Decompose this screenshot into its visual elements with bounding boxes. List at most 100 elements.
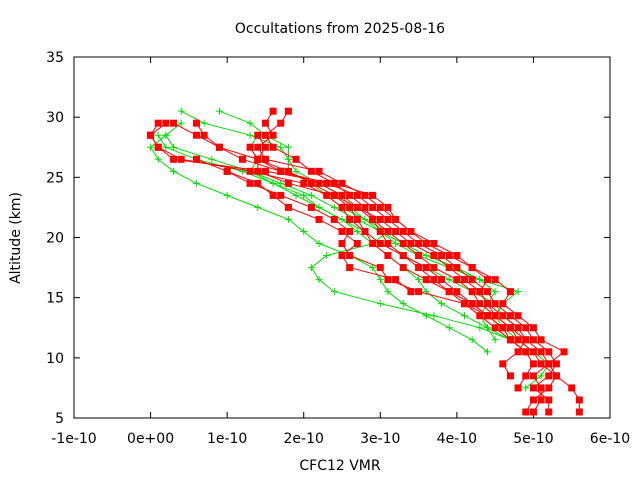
data-point-plus: [330, 203, 338, 211]
data-point-square: [545, 360, 553, 368]
data-point-square: [261, 119, 269, 127]
series-red-7: [254, 131, 530, 356]
data-point-square: [529, 408, 537, 416]
data-point-square: [560, 348, 568, 356]
data-point-square: [338, 203, 346, 211]
data-point-plus: [246, 131, 254, 139]
x-tick-label: 6e-10: [590, 431, 630, 447]
plot-frame: [73, 56, 611, 419]
data-point-plus: [315, 276, 323, 284]
data-point-plus: [445, 324, 453, 332]
data-point-square: [376, 227, 384, 235]
data-point-plus: [193, 179, 201, 187]
data-point-square: [422, 240, 430, 248]
data-point-square: [238, 155, 246, 163]
data-point-square: [483, 288, 491, 296]
data-point-plus: [392, 240, 400, 248]
data-point-plus: [284, 215, 292, 223]
data-point-plus: [277, 143, 285, 151]
data-point-square: [269, 107, 277, 115]
data-point-square: [422, 276, 430, 284]
data-point-square: [468, 288, 476, 296]
data-point-square: [338, 240, 346, 248]
x-tick-label: 2e-10: [284, 431, 324, 447]
data-point-square: [529, 360, 537, 368]
data-point-square: [338, 227, 346, 235]
series-green-5: [147, 131, 491, 356]
data-point-square: [476, 288, 484, 296]
y-tick-label: 15: [46, 291, 64, 307]
data-point-square: [575, 396, 583, 404]
series-line: [257, 134, 527, 353]
data-point-plus: [422, 252, 430, 260]
data-point-square: [392, 227, 400, 235]
data-point-square: [292, 155, 300, 163]
data-point-plus: [483, 324, 491, 332]
data-point-square: [491, 312, 499, 320]
data-point-plus: [177, 107, 185, 115]
data-point-plus: [438, 300, 446, 308]
data-point-square: [353, 203, 361, 211]
data-point-square: [330, 215, 338, 223]
data-point-square: [261, 131, 269, 139]
data-point-square: [499, 360, 507, 368]
data-point-plus: [254, 203, 262, 211]
data-point-plus: [415, 276, 423, 284]
series-green-1: [177, 107, 514, 344]
data-point-square: [246, 143, 254, 151]
data-point-square: [269, 143, 277, 151]
data-point-plus: [376, 300, 384, 308]
data-point-plus: [246, 119, 254, 127]
data-point-plus: [315, 203, 323, 211]
data-point-square: [522, 408, 530, 416]
data-point-plus: [483, 348, 491, 356]
data-point-square: [277, 191, 285, 199]
data-point-square: [545, 384, 553, 392]
data-point-plus: [430, 312, 438, 320]
data-point-square: [461, 300, 469, 308]
data-point-square: [346, 252, 354, 260]
series-line: [219, 110, 550, 389]
data-point-square: [514, 348, 522, 356]
data-point-plus: [238, 167, 246, 175]
data-point-plus: [522, 384, 530, 392]
series-red-4: [254, 107, 568, 416]
y-tick-label: 25: [46, 170, 64, 186]
data-point-square: [307, 167, 315, 175]
data-point-square: [261, 167, 269, 175]
series-red-1: [261, 107, 583, 416]
data-point-square: [315, 215, 323, 223]
data-point-square: [483, 276, 491, 284]
data-point-square: [461, 276, 469, 284]
series-line: [196, 158, 412, 292]
data-point-square: [430, 240, 438, 248]
data-point-plus: [154, 131, 162, 139]
data-point-square: [215, 143, 223, 151]
data-point-plus: [476, 276, 484, 284]
data-point-plus: [208, 155, 216, 163]
data-point-square: [193, 119, 201, 127]
data-point-square: [537, 348, 545, 356]
y-tick-label: 5: [55, 411, 64, 427]
data-point-square: [353, 191, 361, 199]
data-point-square: [376, 203, 384, 211]
data-point-square: [330, 179, 338, 187]
data-point-square: [315, 167, 323, 175]
data-point-square: [261, 155, 269, 163]
data-point-square: [491, 324, 499, 332]
data-point-plus: [170, 143, 178, 151]
data-point-square: [200, 131, 208, 139]
data-point-square: [415, 288, 423, 296]
data-point-square: [399, 252, 407, 260]
data-point-plus: [491, 288, 499, 296]
data-point-plus: [200, 119, 208, 127]
data-point-plus: [468, 336, 476, 344]
data-point-square: [529, 336, 537, 344]
data-point-square: [384, 203, 392, 211]
data-point-square: [330, 191, 338, 199]
data-point-plus: [300, 227, 308, 235]
data-point-square: [545, 408, 553, 416]
data-point-square: [445, 252, 453, 260]
data-point-plus: [445, 276, 453, 284]
data-point-square: [269, 131, 277, 139]
